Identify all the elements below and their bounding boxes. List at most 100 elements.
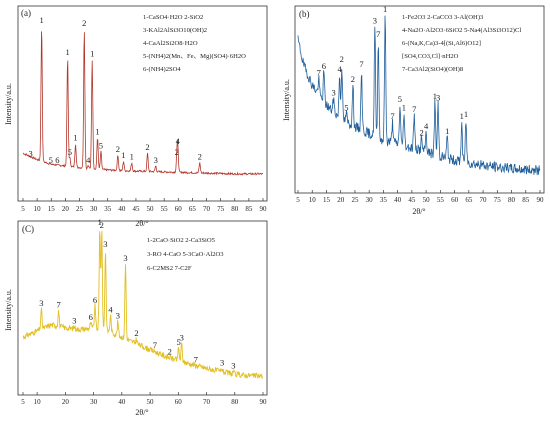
legend-entry: 4-CaAl2Si2O8·H2O — [143, 40, 198, 47]
x-ticks-b: 5 10 15 20 25 30 35 40 45 50 55 60 65 70 75 80 85 90 — [296, 190, 544, 204]
peak-label: 1 — [39, 15, 43, 25]
legend-entry: 3-KAl2AlSi3O10(OH)2 — [143, 27, 207, 34]
x-tick-label: 75 — [494, 196, 502, 204]
peak-label: 3 — [231, 361, 235, 371]
peak-label: 5 — [49, 155, 53, 165]
plot-frame-b — [294, 5, 545, 194]
peak-label: 1 — [90, 48, 94, 58]
x-tick-label: 85 — [522, 196, 530, 204]
x-tick-label: 55 — [161, 205, 169, 213]
peak-label: 3 — [116, 311, 120, 321]
peak-label: 6 — [89, 312, 93, 322]
peak-label: 4 — [176, 136, 181, 146]
x-tick-label: 40 — [394, 196, 402, 204]
peak-label: 2 — [134, 328, 138, 338]
x-tick-label: 65 — [465, 196, 473, 204]
peak-label: 1 — [73, 133, 77, 143]
legend-entry: 6-(Na,K,Ca)3-4[(Si,Al6)O12] — [402, 40, 481, 47]
peak-label: 5 — [176, 337, 180, 347]
legend-entry: 5-(NH4)2(Mn、Fe、Mg)(SO4)·6H2O — [143, 53, 246, 60]
x-tick-label: 90 — [260, 398, 268, 406]
peak-label: 2 — [340, 54, 344, 64]
legend-entry: 1-Fe2O3 2-CaCO3 3-Al(OH)3 — [402, 14, 484, 21]
peak-label: 1 — [95, 126, 99, 136]
peak-label: 3 — [123, 253, 127, 263]
panel-label-c: (C) — [22, 224, 34, 234]
peak-label: 2 — [82, 18, 86, 28]
peak-label: 1 — [383, 4, 387, 14]
peak-label: 3 — [39, 298, 43, 308]
x-tick-label: 65 — [189, 205, 197, 213]
x-tick-label: 5 — [296, 196, 300, 204]
x-tick-label: 35 — [104, 205, 112, 213]
x-tick-label: 60 — [175, 398, 183, 406]
x-tick-label: 80 — [508, 196, 516, 204]
peak-label: 2 — [198, 152, 202, 162]
legend-entry: 6-(NH4)2SO4 — [143, 66, 181, 73]
x-tick-label: 80 — [231, 205, 239, 213]
x-tick-label: 70 — [203, 398, 211, 406]
peak-label: 6 — [93, 295, 97, 305]
peak-label: 1 — [464, 109, 468, 119]
x-tick-label: 50 — [423, 196, 431, 204]
x-tick-label: 70 — [480, 196, 488, 204]
peak-label: 2 — [116, 144, 120, 154]
peak-label: 2 — [168, 347, 172, 357]
chart-panel-c: (C) 1-2CaO·SiO2 2-Ca3SiO5 3-RO 4-CaO 5-3… — [4, 217, 268, 417]
peak-label: 3 — [220, 357, 224, 367]
x-tick-label: 5 — [21, 398, 25, 406]
x-tick-label: 25 — [76, 205, 84, 213]
peak-label: 4 — [424, 121, 429, 131]
x-tick-label: 40 — [118, 205, 126, 213]
peak-label: 6 — [55, 155, 59, 165]
x-axis-title-a: 2θ/° — [135, 219, 148, 228]
x-tick-label: 45 — [132, 205, 140, 213]
peak-label: 1 — [65, 47, 69, 57]
peak-label: 4 — [108, 304, 113, 314]
peak-label: 5 — [99, 141, 103, 151]
x-tick-label: 25 — [351, 196, 359, 204]
x-tick-label: 60 — [451, 196, 459, 204]
chart-panel-b: (b) 1-Fe2O3 2-CaCO3 3-Al(OH)3 4-Na2O·Al2… — [282, 4, 545, 216]
legend-entry: [SO4,CO3,Cl]·nH2O — [402, 53, 459, 60]
panel-label-a: (a) — [21, 8, 31, 18]
peak-label: 7 — [153, 340, 157, 350]
x-ticks-a: 5 10 15 20 25 30 35 40 45 50 55 60 65 70 75 80 85 90 — [21, 198, 267, 213]
xrd-line-a — [22, 31, 264, 176]
x-tick-label: 30 — [90, 205, 98, 213]
peak-label: 2 — [175, 147, 179, 157]
x-ticks-c: 5 10 20 30 40 50 60 70 80 90 — [21, 392, 267, 406]
x-tick-label: 10 — [34, 398, 42, 406]
plot-frame-a — [17, 5, 268, 202]
x-tick-label: 50 — [147, 205, 155, 213]
peak-label: 3 — [180, 332, 184, 342]
peak-label: 7 — [317, 68, 321, 78]
peak-label: 3 — [72, 315, 76, 325]
x-tick-label: 85 — [245, 205, 253, 213]
y-axis-title-c: Intensity/a.u. — [4, 289, 13, 331]
legend-b: 1-Fe2O3 2-CaCO3 3-Al(OH)3 4-Na2O·Al2O3·6… — [402, 14, 521, 73]
peak-label: 7 — [412, 104, 416, 114]
peak-label: 3 — [28, 149, 32, 159]
legend-entry: 6-C2MS2 7-C2F — [147, 265, 192, 272]
legend-a: 1-CaSO4·H2O 2-SiO2 3-KAl2AlSi3O10(OH)2 4… — [143, 14, 246, 73]
x-tick-label: 80 — [231, 398, 239, 406]
peak-label: 3 — [373, 16, 377, 26]
x-axis-title-b: 2θ/° — [412, 207, 425, 216]
chart-panel-a: (a) 1-CaSO4·H2O 2-SiO2 3-KAl2AlSi3O10(OH… — [4, 5, 268, 228]
legend-entry: 4-Na2O·Al2O3·6SiO2 5-Na4(Al3Si3O12)Cl — [402, 27, 521, 34]
x-tick-label: 20 — [337, 196, 345, 204]
x-tick-label: 90 — [537, 196, 545, 204]
peak-label: 3 — [436, 93, 440, 103]
legend-entry: 7-Ca3Al2(SiO4)(OH)8 — [402, 66, 464, 73]
x-tick-label: 20 — [62, 205, 70, 213]
x-tick-label: 75 — [217, 205, 225, 213]
x-tick-label: 35 — [380, 196, 388, 204]
peak-label: 7 — [359, 59, 363, 69]
x-tick-label: 50 — [147, 398, 155, 406]
peak-label: 2 — [100, 220, 104, 230]
peak-label: 6 — [322, 61, 326, 71]
x-tick-label: 20 — [62, 398, 70, 406]
